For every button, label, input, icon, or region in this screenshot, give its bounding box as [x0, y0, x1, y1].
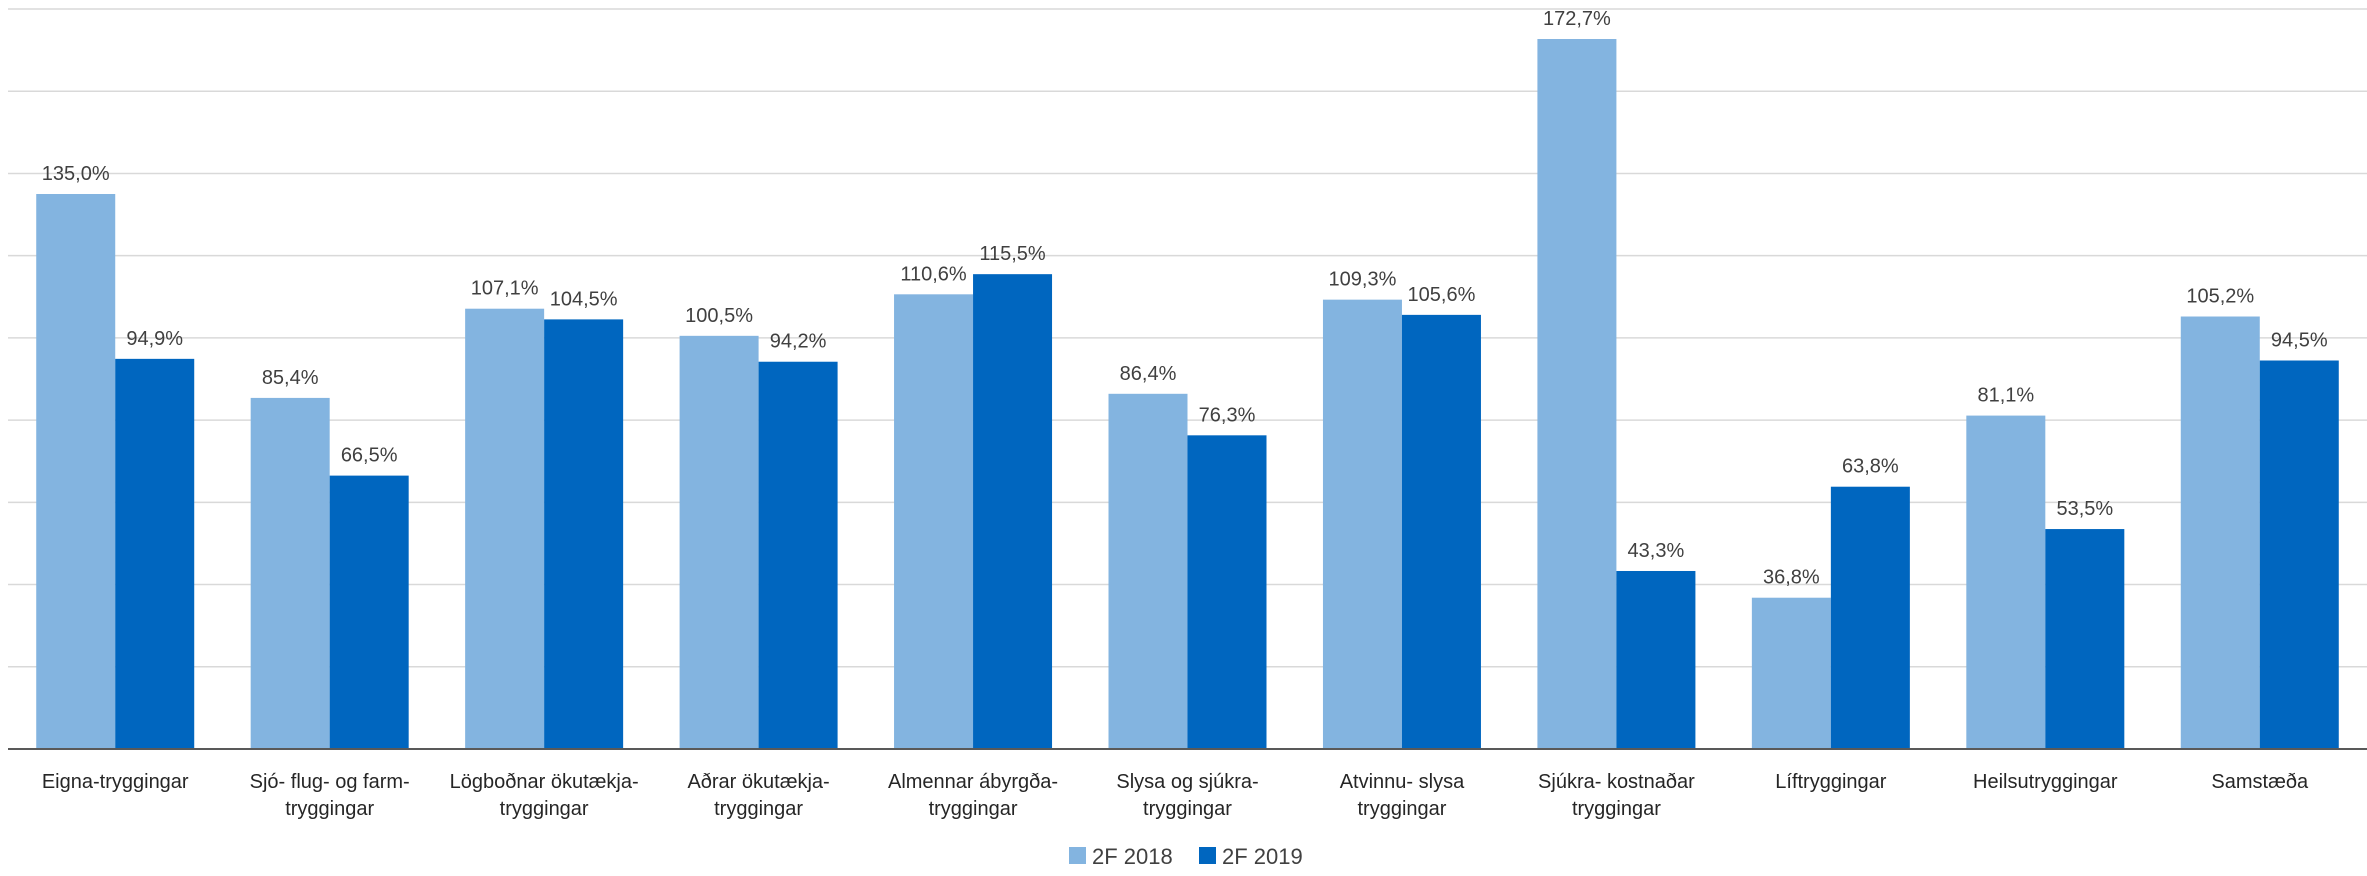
- legend-swatch: [1199, 847, 1216, 864]
- data-label: 94,9%: [126, 328, 183, 350]
- data-label: 135,0%: [42, 163, 110, 185]
- bar: [1537, 39, 1617, 750]
- bar: [1187, 435, 1267, 749]
- bar: [2045, 529, 2125, 749]
- category-label: tryggingar: [1143, 798, 1232, 820]
- bar: [544, 319, 624, 749]
- data-label: 172,7%: [1543, 8, 1611, 30]
- data-label: 110,6%: [900, 263, 967, 285]
- category-labels: Eigna-tryggingar Sjó- flug- og farm-trygg…: [42, 771, 2309, 820]
- category-label: Líftryggingar: [1775, 771, 1887, 793]
- bar: [1966, 415, 2046, 749]
- bar: [758, 361, 838, 749]
- category-label: tryggingar: [929, 798, 1018, 820]
- data-label: 105,6%: [1408, 284, 1476, 306]
- bars: [36, 39, 2339, 750]
- data-label: 66,5%: [341, 445, 398, 467]
- data-label: 43,3%: [1628, 540, 1685, 562]
- data-label: 86,4%: [1120, 363, 1177, 385]
- category-label: Heilsutryggingar: [1973, 771, 2118, 793]
- bar: [329, 475, 409, 749]
- data-label: 100,5%: [685, 305, 753, 327]
- data-label: 94,5%: [2271, 330, 2328, 352]
- bar: [115, 358, 195, 749]
- bar: [2180, 316, 2260, 749]
- data-label: 115,5%: [979, 243, 1046, 265]
- data-label: 107,1%: [471, 278, 539, 300]
- data-label: 53,5%: [2056, 498, 2113, 520]
- bar: [36, 194, 116, 749]
- category-label: tryggingar: [1357, 798, 1446, 820]
- legend-swatch: [1069, 847, 1086, 864]
- bar: [1751, 597, 1831, 749]
- data-label: 109,3%: [1329, 269, 1397, 291]
- bar: [973, 274, 1053, 749]
- bar: [1322, 299, 1402, 749]
- bar: [2259, 360, 2339, 749]
- bar: [465, 308, 545, 749]
- category-label: Sjó- flug- og farm-: [250, 771, 410, 793]
- category-label: Samstæða: [2211, 771, 2309, 793]
- category-label: tryggingar: [285, 798, 374, 820]
- bar: [894, 294, 974, 749]
- data-labels: 135,0% 94,9% 85,4% 66,5% 107,1% 104,5% 100,5% 9…: [42, 8, 2328, 589]
- category-label: Almennar ábyrgða-: [888, 771, 1058, 793]
- data-label: 36,8%: [1763, 567, 1820, 589]
- category-label: tryggingar: [1572, 798, 1661, 820]
- category-label: tryggingar: [714, 798, 803, 820]
- bar: [1616, 570, 1696, 749]
- category-label: Atvinnu- slysa: [1340, 771, 1465, 793]
- category-label: Lögboðnar ökutækja-: [450, 771, 639, 793]
- bar: [1108, 393, 1188, 749]
- legend: 2F 2018 2F 2019: [1069, 844, 1303, 869]
- category-label: Aðrar ökutækja-: [687, 771, 829, 793]
- category-label: Slysa og sjúkra-: [1116, 771, 1258, 793]
- data-label: 81,1%: [1977, 385, 2034, 407]
- data-label: 105,2%: [2186, 286, 2254, 308]
- category-label: Eigna-tryggingar: [42, 771, 189, 793]
- data-label: 76,3%: [1199, 404, 1256, 426]
- bar: [679, 335, 759, 749]
- data-label: 94,2%: [770, 331, 827, 353]
- bar: [250, 397, 330, 749]
- legend-label: 2F 2019: [1222, 844, 1303, 869]
- data-label: 104,5%: [550, 288, 618, 310]
- category-label: tryggingar: [500, 798, 589, 820]
- bar: [1830, 486, 1910, 749]
- bar: [1401, 314, 1481, 749]
- data-label: 63,8%: [1842, 456, 1899, 478]
- category-label: Sjúkra- kostnaðar: [1538, 771, 1695, 793]
- data-label: 85,4%: [262, 367, 319, 389]
- legend-label: 2F 2018: [1092, 844, 1173, 869]
